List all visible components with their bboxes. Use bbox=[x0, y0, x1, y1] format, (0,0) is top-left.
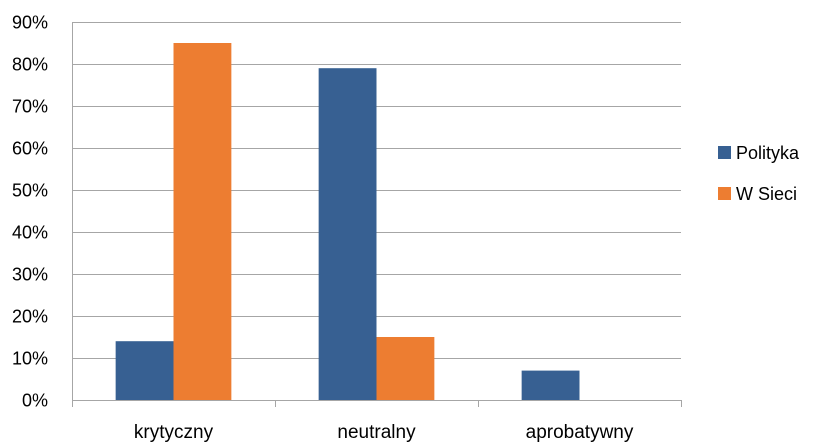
legend-label: W Sieci bbox=[736, 184, 797, 204]
bars bbox=[116, 43, 580, 400]
legend-swatch bbox=[718, 187, 731, 200]
x-category-label: aprobatywny bbox=[526, 422, 634, 442]
bar-polityka-krytyczny bbox=[116, 341, 174, 400]
x-axis-category-labels: krytyczny neutralny aprobatywny bbox=[134, 422, 634, 442]
y-tick-label: 20% bbox=[12, 307, 48, 327]
y-tick-label: 90% bbox=[12, 13, 48, 33]
y-tick-label: 80% bbox=[12, 55, 48, 75]
legend-swatch bbox=[718, 146, 731, 159]
bar-w-sieci-krytyczny bbox=[174, 43, 232, 400]
legend-label: Polityka bbox=[736, 143, 800, 163]
bar-polityka-neutralny bbox=[319, 68, 377, 400]
bar-polityka-aprobatywny bbox=[522, 371, 580, 400]
y-tick-label: 30% bbox=[12, 265, 48, 285]
y-tick-label: 70% bbox=[12, 97, 48, 117]
y-tick-label: 40% bbox=[12, 223, 48, 243]
y-tick-label: 50% bbox=[12, 181, 48, 201]
x-category-label: krytyczny bbox=[134, 422, 214, 442]
legend: Polityka W Sieci bbox=[718, 143, 800, 204]
bar-w-sieci-neutralny bbox=[377, 337, 435, 400]
y-tick-label: 10% bbox=[12, 349, 48, 369]
y-axis-tick-labels: 0% 10% 20% 30% 40% 50% 60% 70% 80% 90% bbox=[12, 13, 48, 411]
y-tick-label: 60% bbox=[12, 139, 48, 159]
x-category-label: neutralny bbox=[337, 422, 416, 442]
y-tick-label: 0% bbox=[22, 391, 48, 411]
